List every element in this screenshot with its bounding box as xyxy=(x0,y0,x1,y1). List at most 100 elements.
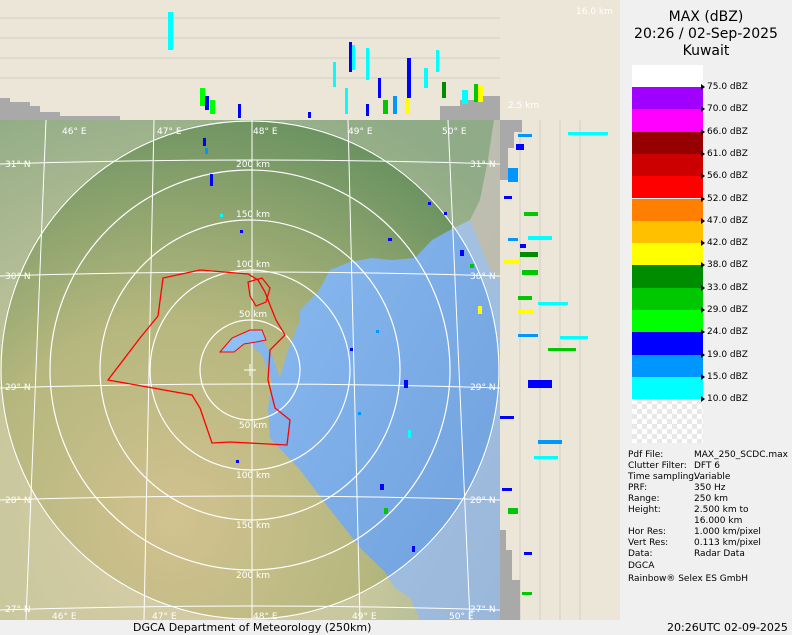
range-label-south: 100 km xyxy=(236,471,270,481)
product-datetime: 20:26 / 02-Sep-2025 xyxy=(634,26,778,42)
legend-panel: MAX (dBZ) 20:26 / 02-Sep-2025 Kuwait 75.… xyxy=(620,0,792,620)
info-key: Pdf File: xyxy=(628,450,664,460)
radar-echoes xyxy=(203,138,482,552)
info-value: 1.000 km/pixel xyxy=(694,527,761,537)
product-title: MAX (dBZ) xyxy=(668,9,744,25)
iran-land xyxy=(470,120,500,280)
scale-label: 47.0 dBZ xyxy=(701,215,748,226)
corner-panel: 16.0 km 2.5 km xyxy=(500,0,620,120)
graticule xyxy=(0,120,500,620)
north-south-max-projection xyxy=(0,0,500,120)
info-key: Hor Res: xyxy=(628,527,666,537)
scale-label: 24.0 dBZ xyxy=(701,327,748,338)
info-value: 250 km xyxy=(694,494,729,504)
color-swatch xyxy=(632,310,703,333)
scale-label: 56.0 dBZ xyxy=(701,171,748,182)
lat-label-left: 28° N xyxy=(5,496,31,506)
range-labels: 50 km 100 km 150 km 200 km 50 km 100 km … xyxy=(236,160,270,581)
kuwait-bay-outline xyxy=(218,329,267,353)
color-swatch xyxy=(632,287,703,310)
color-swatch xyxy=(632,87,703,110)
footer: DGCA Department of Meteorology (250km) 2… xyxy=(0,620,792,635)
lat-label-left: 30° N xyxy=(5,272,31,282)
top-projection-echoes xyxy=(0,12,500,120)
radar-site-marker xyxy=(244,364,256,376)
lon-label-top: 50° E xyxy=(442,127,467,137)
range-label-north: 200 km xyxy=(236,160,270,170)
color-swatch xyxy=(632,399,703,444)
info-value: 350 Hz xyxy=(694,483,726,493)
scale-label: 33.0 dBZ xyxy=(701,282,748,293)
info-key: Time sampling: xyxy=(628,472,698,482)
lon-label-bottom: 46° E xyxy=(52,612,77,620)
info-value: 2.500 km to xyxy=(694,505,749,515)
lon-label-bottom: 50° E xyxy=(449,612,474,620)
east-west-max-projection xyxy=(500,120,620,620)
site-name: Kuwait xyxy=(682,43,730,59)
info-key: PRF: xyxy=(628,483,648,493)
range-label-south: 50 km xyxy=(239,421,267,431)
range-label-north: 50 km xyxy=(239,310,267,320)
info-value: 16.000 km xyxy=(694,516,743,526)
bubiyan-outline xyxy=(247,277,271,307)
range-label-south: 200 km xyxy=(236,571,270,581)
scale-label: 38.0 dBZ xyxy=(701,260,748,271)
persian-gulf-sea xyxy=(225,120,500,620)
height-bottom-label: 2.5 km xyxy=(508,101,540,111)
info-key: Height: xyxy=(628,505,661,515)
lat-label-left: 27° N xyxy=(5,605,31,615)
info-value: DFT 6 xyxy=(694,461,721,471)
info-value: 0.113 km/pixel xyxy=(694,538,761,548)
color-swatch xyxy=(632,176,703,199)
info-key: Range: xyxy=(628,494,660,504)
radar-map-svg: 46° E 47° E 48° E 49° E 50° E 46° E 47° … xyxy=(0,120,500,620)
scale-label: 15.0 dBZ xyxy=(701,371,748,382)
color-swatch xyxy=(632,376,703,400)
lat-label-right: 28° N xyxy=(470,496,496,506)
color-swatch xyxy=(632,198,703,221)
color-swatch-top xyxy=(632,65,703,87)
lon-label-bottom: 47° E xyxy=(152,612,177,620)
info-key: Data: xyxy=(628,549,653,559)
footer-source: DGCA Department of Meteorology (250km) xyxy=(133,621,372,634)
lat-label-right: 27° N xyxy=(470,605,496,615)
info-key: Vert Res: xyxy=(628,538,669,548)
footer-timestamp: 20:26UTC 02-09-2025 xyxy=(667,621,788,634)
color-scale xyxy=(632,65,703,445)
side-projection-echoes xyxy=(500,120,608,620)
scale-label: 52.0 dBZ xyxy=(701,193,748,204)
color-swatch xyxy=(632,354,703,377)
info-key: Clutter Filter: xyxy=(628,461,687,471)
color-swatch xyxy=(632,265,703,288)
scale-label: 42.0 dBZ xyxy=(701,238,748,249)
lat-label-right: 30° N xyxy=(470,272,496,282)
scale-label: 66.0 dBZ xyxy=(701,126,748,137)
scale-label: 19.0 dBZ xyxy=(701,349,748,360)
scale-label: 29.0 dBZ xyxy=(701,305,748,315)
lat-label-left: 29° N xyxy=(5,383,31,393)
color-swatch xyxy=(632,220,703,244)
lon-label-top: 46° E xyxy=(62,127,87,137)
lat-labels: 31° N 30° N 29° N 28° N 27° N 31° N 30° … xyxy=(5,160,496,615)
lon-label-top: 49° E xyxy=(348,127,373,137)
lon-label-bottom: 48° E xyxy=(253,612,278,620)
color-swatch xyxy=(632,332,703,355)
color-swatch xyxy=(632,109,703,132)
vendor-name: Rainbow® Selex ES GmbH xyxy=(628,574,749,584)
range-label-north: 100 km xyxy=(236,260,270,270)
kuwait-border xyxy=(106,269,291,446)
color-swatch xyxy=(632,243,703,266)
info-value: Variable xyxy=(694,472,731,482)
color-swatch xyxy=(632,131,703,154)
info-value: MAX_250_SCDC.max xyxy=(694,450,788,460)
range-rings xyxy=(0,120,500,620)
radar-map[interactable]: 46° E 47° E 48° E 49° E 50° E 46° E 47° … xyxy=(0,120,500,620)
scale-label: 10.0 dBZ xyxy=(701,394,748,405)
range-label-south: 150 km xyxy=(236,521,270,531)
range-label-north: 150 km xyxy=(236,210,270,220)
scale-label: 75.0 dBZ xyxy=(701,82,748,92)
lon-label-top: 47° E xyxy=(157,127,182,137)
lon-label-top: 48° E xyxy=(253,127,278,137)
height-top-label: 16.0 km xyxy=(576,7,613,17)
lat-label-right: 31° N xyxy=(470,160,496,170)
